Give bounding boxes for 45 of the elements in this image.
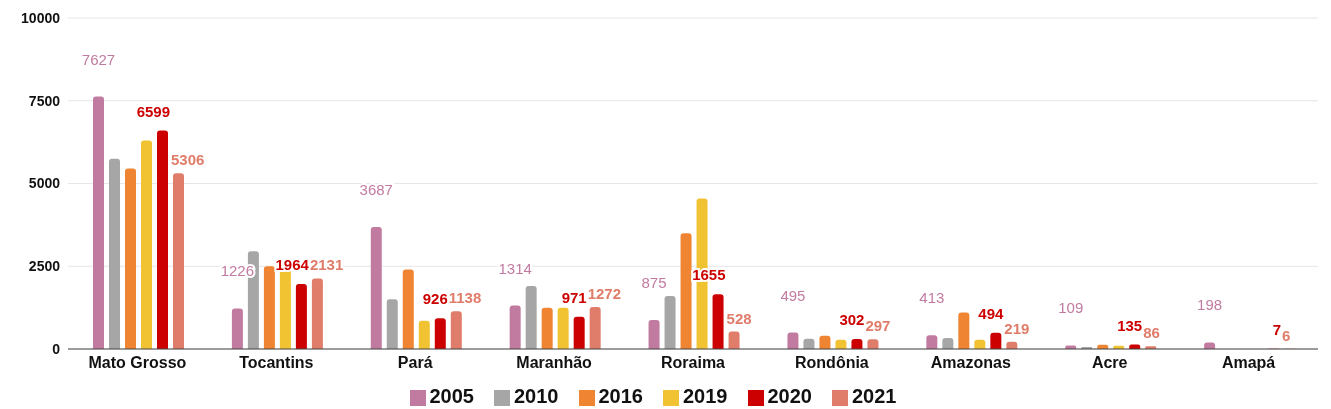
- data-label: 971: [561, 288, 587, 306]
- data-label: 5306: [171, 151, 205, 169]
- legend-label: 2021: [852, 385, 897, 407]
- data-label: 302: [839, 311, 865, 328]
- data-label: 7: [1272, 320, 1282, 338]
- data-label: 198: [1197, 296, 1223, 314]
- data-label: 1138: [448, 289, 482, 307]
- data-label: 528: [726, 309, 752, 327]
- data-label: 1964: [275, 255, 310, 273]
- legend-label: 2005: [429, 385, 474, 407]
- data-label: 135: [1117, 316, 1143, 334]
- x-tick-label: Tocantins: [239, 354, 314, 372]
- x-tick-label: Amapá: [1221, 354, 1276, 372]
- x-tick-label: Pará: [397, 354, 433, 372]
- data-label: 109: [1058, 299, 1084, 317]
- legend-label: 2019: [683, 385, 728, 407]
- y-tick-label: 5000: [28, 175, 61, 192]
- data-label: 7627: [81, 50, 116, 68]
- y-tick-label: 10000: [21, 9, 61, 26]
- y-tick-label: 2500: [28, 258, 61, 275]
- x-tick-label: Acre: [1091, 354, 1128, 372]
- data-label: 495: [780, 286, 806, 304]
- x-tick-label: Mato Grosso: [88, 354, 187, 372]
- data-label: 875: [641, 274, 667, 292]
- data-label: 219: [1004, 319, 1030, 337]
- x-tick-label: Roraima: [660, 354, 726, 372]
- data-label: 6: [1282, 326, 1291, 344]
- legend-label: 2010: [514, 385, 559, 407]
- data-label: 297: [865, 317, 891, 335]
- legend-label: 2020: [767, 385, 812, 407]
- data-label: 1314: [498, 259, 532, 277]
- data-label: 2131: [309, 256, 344, 274]
- x-tick-label: Rondônia: [795, 354, 869, 372]
- y-tick-label: 0: [52, 340, 61, 357]
- legend-label: 2016: [598, 385, 643, 407]
- data-label: 86: [1143, 324, 1160, 342]
- data-label: 3687: [359, 180, 393, 198]
- data-label: 494: [978, 304, 1004, 322]
- data-label: 413: [919, 289, 945, 307]
- y-tick-label: 7500: [28, 92, 61, 109]
- data-label: 1272: [587, 284, 622, 302]
- data-label: 926: [422, 290, 448, 308]
- data-label: 6599: [136, 102, 170, 120]
- x-tick-label: Amazonas: [930, 354, 1011, 372]
- x-tick-label: Maranhão: [516, 354, 593, 372]
